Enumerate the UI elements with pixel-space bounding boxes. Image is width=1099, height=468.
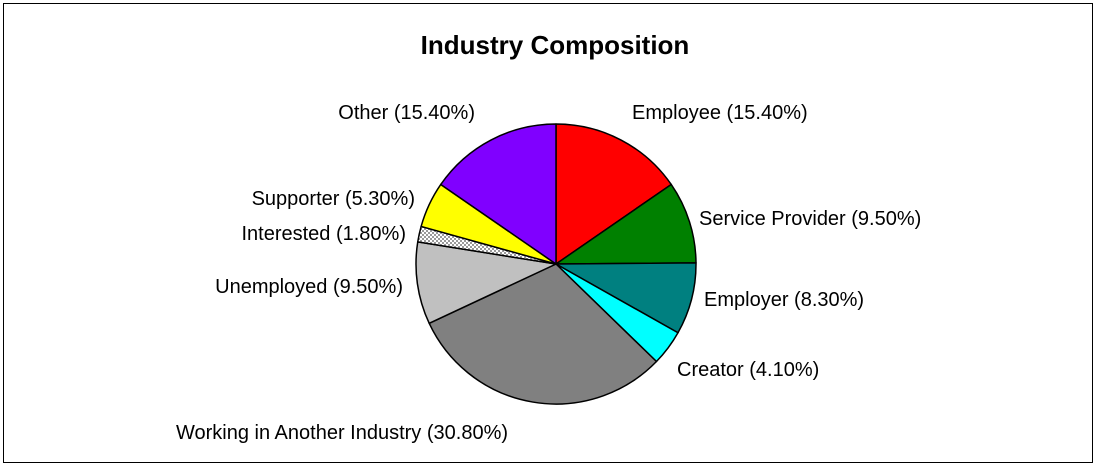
data-label-supporter: Supporter (5.30%) (252, 188, 415, 210)
data-label-unemployed: Unemployed (9.50%) (215, 276, 403, 298)
pie-slice-employee (555, 123, 672, 265)
pie-slice-working-in-another-industry (428, 263, 658, 405)
pie-slice-service-provider (555, 183, 697, 265)
chart-title: Industry Composition (421, 30, 690, 60)
data-label-working-in-another-industry: Working in Another Industry (30.80%) (176, 422, 508, 444)
data-label-creator: Creator (4.10%) (677, 359, 819, 381)
pie-slice-unemployed (415, 241, 557, 325)
pie-slice-other (440, 123, 557, 265)
data-label-interested: Interested (1.80%) (241, 223, 406, 245)
data-label-service-provider: Service Provider (9.50%) (699, 208, 921, 230)
data-label-employee: Employee (15.40%) (632, 102, 808, 124)
data-label-other: Other (15.40%) (338, 102, 475, 124)
data-label-employer: Employer (8.30%) (704, 289, 864, 311)
